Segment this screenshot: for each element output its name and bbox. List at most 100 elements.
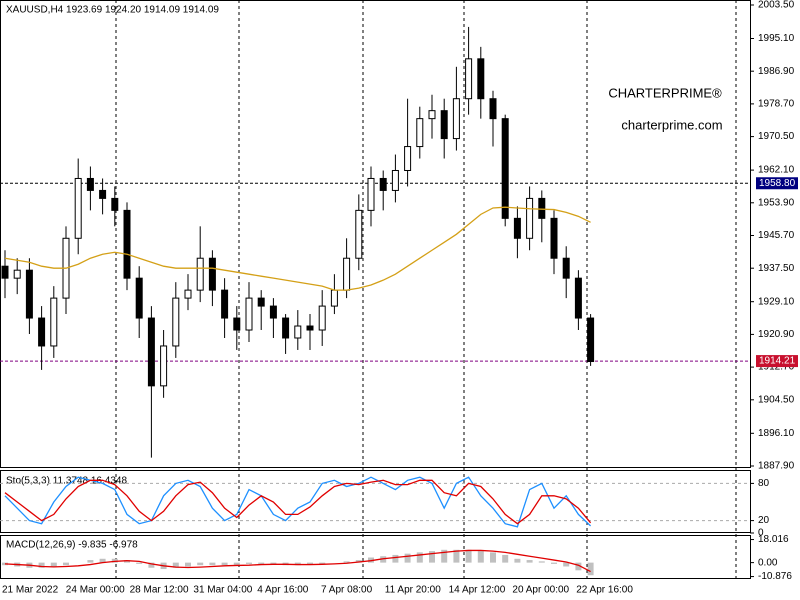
candle-body (526, 197, 534, 239)
macd-bar (392, 554, 399, 563)
candle-body (550, 217, 558, 259)
y-tick-label: 1887.90 (758, 461, 795, 472)
macd-bar (441, 549, 448, 563)
candle-body (574, 277, 582, 319)
macd-bar (429, 551, 435, 563)
candle-body (196, 257, 204, 291)
macd-bar (99, 558, 106, 563)
macd-bar (502, 554, 509, 563)
y-tick-label: 1953.90 (758, 197, 795, 208)
candle-body (1, 265, 9, 279)
candle-body (428, 110, 436, 120)
watermark: charterprime.com (621, 117, 722, 132)
candle-body (123, 209, 131, 279)
candle-body (330, 289, 338, 307)
macd-bar (307, 562, 313, 564)
x-tick-label: 14 Apr 12:00 (449, 585, 506, 596)
candle-body (440, 110, 448, 140)
candle-body (184, 289, 192, 299)
candle-body (86, 177, 94, 191)
candle-body (318, 305, 326, 331)
macd-bar (538, 561, 545, 563)
x-tick-label: 7 Apr 08:00 (321, 585, 373, 596)
candle-body (172, 297, 180, 347)
candle-body (257, 297, 265, 307)
y-tick-label: 0 (758, 528, 764, 539)
price-label-box (756, 355, 798, 368)
x-tick-label: 21 Mar 2022 (2, 585, 59, 596)
macd-bar (477, 551, 484, 563)
y-tick-label: 1937.50 (758, 263, 795, 274)
macd-bar (563, 562, 570, 567)
candle-body (111, 197, 119, 211)
macd-bar (172, 562, 179, 568)
y-tick-label: 0.00 (758, 557, 778, 568)
candle-body (50, 297, 58, 347)
macd-bar (575, 562, 582, 571)
stoch-pane (0, 470, 751, 533)
y-tick-label: 1945.70 (758, 230, 795, 241)
y-tick-label: 18.016 (758, 534, 789, 545)
macd-bar (587, 562, 594, 576)
x-tick-label: 11 Apr 20:00 (385, 585, 441, 596)
stoch-line (4, 479, 592, 525)
candle-body (147, 317, 155, 387)
macd-bar (63, 562, 69, 566)
macd-bar (343, 561, 350, 563)
candle-body (99, 189, 107, 199)
y-tick-label: 1912.70 (758, 362, 795, 373)
stoch-label: Sto(5,3,3) 11.3748 16.4348 (6, 476, 127, 487)
macd-bar (404, 553, 411, 563)
y-tick-label: 1978.70 (758, 99, 795, 110)
y-tick-label: 1920.90 (758, 329, 795, 340)
macd-bar (526, 560, 533, 563)
macd-bar (221, 562, 228, 566)
candle-body (562, 257, 570, 279)
macd-bar (87, 560, 94, 563)
candle-body (294, 325, 302, 339)
macd-label: MACD(12,26,9) -9.835 -6.978 (6, 540, 138, 551)
candle-body (282, 317, 290, 339)
candle-body (452, 98, 460, 140)
candle-body (367, 177, 375, 211)
macd-pane (0, 535, 751, 579)
macd-bar (551, 562, 557, 564)
price-label: 1914.21 (759, 356, 796, 367)
candle-body (221, 289, 229, 319)
chart-title: XAUUSD,H4 1923.69 1924.20 1914.09 1914.0… (6, 5, 219, 16)
macd-bar (38, 562, 45, 568)
candle-body (538, 197, 546, 219)
x-tick-label: 31 Mar 04:00 (193, 585, 252, 596)
macd-bar (416, 552, 423, 563)
candle-body (477, 58, 485, 100)
candle-body (160, 345, 168, 387)
candle-body (379, 177, 387, 191)
macd-bar (453, 549, 460, 563)
x-tick-label: 24 Mar 00:00 (66, 585, 125, 596)
macd-bar (209, 562, 216, 566)
macd-bar (465, 549, 472, 563)
y-tick-label: 2003.50 (758, 0, 795, 11)
macd-signal (4, 549, 591, 573)
y-tick-label: 1896.10 (758, 428, 795, 439)
candle-body (245, 297, 253, 331)
x-tick-label: 4 Apr 16:00 (257, 585, 309, 596)
candle-body (233, 317, 241, 331)
candle-body (269, 305, 277, 319)
moving-average (4, 206, 591, 291)
candle-body (391, 169, 399, 191)
candle-body (135, 277, 143, 319)
candle-body (343, 257, 351, 291)
candle-body (404, 146, 412, 171)
y-tick-label: 80 (758, 478, 770, 489)
macd-bar (258, 562, 265, 564)
candle-body (501, 118, 509, 219)
price-label-box (756, 177, 798, 190)
macd-bar (50, 562, 57, 567)
macd-bar (246, 562, 252, 564)
macd-bar (270, 562, 277, 564)
macd-bar (490, 552, 496, 563)
y-tick-label: 1995.10 (758, 33, 795, 44)
stoch-line (4, 476, 592, 528)
